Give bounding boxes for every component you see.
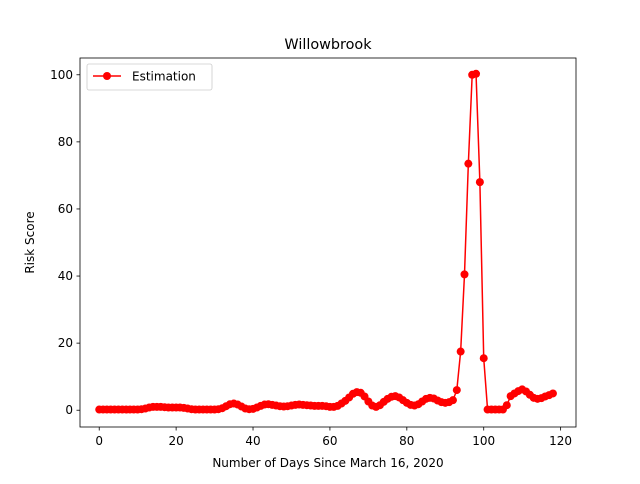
data-point [548,389,557,398]
plot-area [80,58,576,427]
data-point [456,347,465,356]
x-tick-label: 60 [322,434,337,448]
data-point [464,159,473,168]
series-layer [95,69,557,414]
y-axis: 0 20 40 60 80 100 [50,68,80,417]
x-tick-label: 120 [549,434,572,448]
x-axis-label: Number of Days Since March 16, 2020 [212,456,443,470]
data-point [460,270,469,279]
y-tick-label: 80 [58,135,73,149]
legend-box [86,63,213,91]
x-tick-label: 20 [168,434,183,448]
y-axis-label: Risk Score [23,211,37,273]
y-tick-label: 40 [58,269,73,283]
y-tick-label: 100 [50,68,73,82]
y-tick-label: 60 [58,202,73,216]
legend-marker [103,72,111,80]
data-point [502,401,511,410]
y-tick-label: 20 [58,336,73,350]
data-point [448,396,457,405]
legend: Estimation [86,63,213,91]
legend-label: Estimation [132,70,196,84]
x-tick-label: 0 [95,434,103,448]
data-point [479,354,488,363]
data-point [452,386,461,395]
x-tick-label: 80 [399,434,414,448]
plot-frame [79,57,577,428]
chart-title: Willowbrook [284,37,372,53]
y-tick-label: 0 [65,403,73,417]
x-axis: 0 20 40 60 80 100 120 [95,427,572,448]
data-point [472,69,481,78]
x-tick-label: 100 [472,434,495,448]
x-tick-label: 40 [245,434,260,448]
data-point [475,178,484,187]
